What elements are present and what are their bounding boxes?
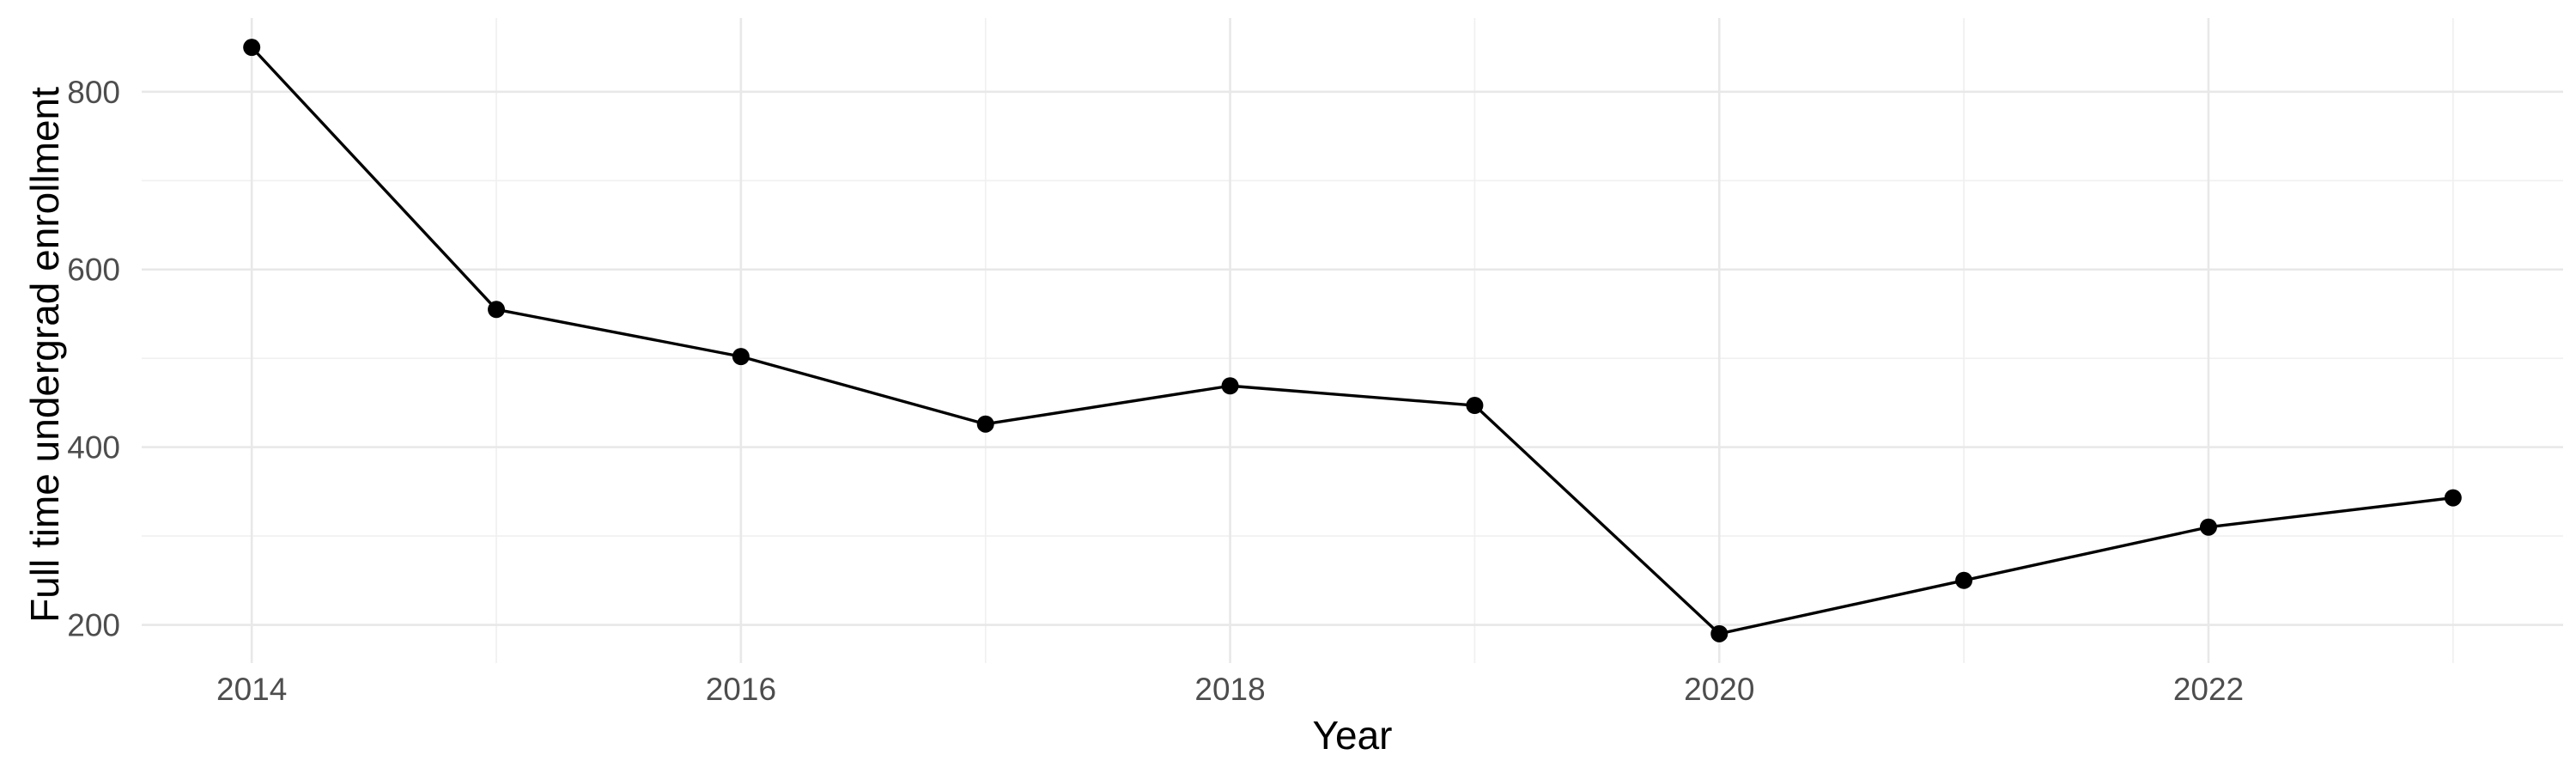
x-tick-label: 2020 [1684,672,1754,707]
x-axis-title: Year [1312,713,1393,758]
data-point-2019 [1466,397,1484,415]
x-tick-label: 2016 [706,672,776,707]
x-tick-label: 2014 [216,672,287,707]
data-point-2023 [2444,489,2462,507]
data-point-2015 [488,301,506,319]
y-tick-label: 800 [67,75,120,110]
data-point-2022 [2199,518,2217,536]
y-tick-label: 200 [67,608,120,643]
data-point-2018 [1221,377,1239,395]
data-point-2020 [1710,624,1728,642]
y-axis-title: Full time undergrad enrollment [22,87,67,623]
y-tick-label: 400 [67,430,120,466]
x-tick-label: 2022 [2173,672,2244,707]
data-point-2016 [732,348,750,366]
data-point-2014 [243,39,261,57]
y-tick-label: 600 [67,253,120,288]
data-point-2017 [976,415,994,433]
x-tick-label: 2018 [1194,672,1265,707]
data-point-2021 [1955,571,1973,589]
enrollment-trend-line [250,46,2454,636]
